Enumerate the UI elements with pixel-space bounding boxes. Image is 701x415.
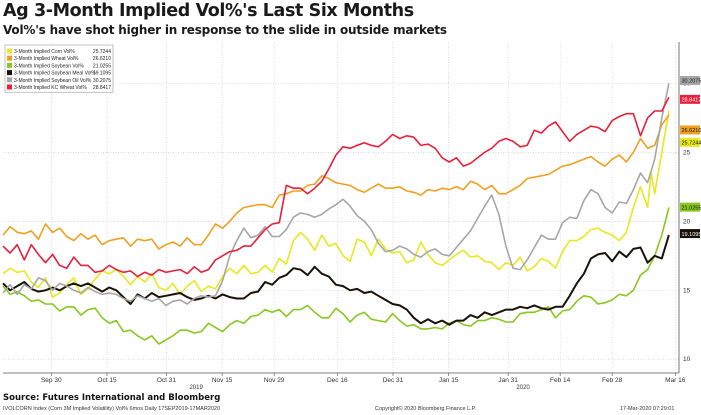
legend-value: 30.2075: [93, 78, 111, 84]
last-value-label: 25.7244: [682, 141, 701, 147]
last-value-label: 19.1095: [682, 232, 701, 238]
y-tick-label: 15: [683, 287, 691, 294]
footer-timestamp: 17-Mar-2020 07:29:01: [620, 406, 675, 412]
x-tick-label: Feb 28: [602, 377, 623, 384]
legend-label: 3-Month Implied Soybean Meal Vol%: [14, 71, 97, 77]
last-value-tag: [680, 229, 700, 239]
x-tick-label: Oct 15: [97, 377, 117, 384]
legend-value: 19.1095: [93, 71, 111, 77]
x-year-label: 2020: [516, 385, 530, 391]
last-value-label: 21.0255: [682, 205, 701, 211]
last-value-tag: [680, 94, 700, 104]
legend-swatch: [7, 77, 12, 83]
legend-label: 3-Month Implied Soybean Oil Vol%: [14, 78, 92, 84]
footer-ticker-info: IVOLCORN Index (Corn 3M Implied Volatili…: [3, 406, 221, 412]
x-tick-label: Dec 31: [383, 377, 404, 384]
legend-swatch: [7, 55, 12, 61]
x-year-label: 2019: [189, 385, 203, 391]
x-tick-label: Dec 16: [327, 377, 348, 384]
footer-copyright: Copyright© 2020 Bloomberg Finance L.P.: [375, 406, 477, 412]
x-tick-label: Jan 31: [498, 377, 518, 384]
y-tick-label: 20: [683, 218, 691, 225]
x-tick-label: Feb 14: [550, 377, 571, 384]
legend-swatch: [7, 62, 12, 68]
series-line: [2, 207, 670, 345]
legend-label: 3-Month Implied Corn Vol%: [14, 49, 75, 55]
x-tick-label: Nov 29: [264, 377, 285, 384]
last-value-label: 28.8417: [682, 98, 701, 104]
series-line: [2, 110, 670, 298]
series-line: [2, 114, 670, 250]
x-tick-label: Oct 31: [157, 377, 177, 384]
x-tick-label: Mar 16: [665, 377, 686, 384]
legend-box: [4, 44, 114, 93]
chart-title: Ag 3-Month Implied Vol%'s Last Six Month…: [3, 1, 414, 21]
legend-value: 21.0255: [93, 63, 111, 69]
x-tick-label: Sep 30: [41, 377, 62, 384]
source-note: Source: Futures International and Bloomb…: [3, 393, 221, 403]
legend-value: 28.8417: [93, 85, 111, 91]
y-tick-label: 10: [683, 356, 691, 363]
last-value-tag: [680, 202, 700, 212]
last-value-tag: [680, 125, 700, 135]
last-value-tag: [680, 76, 700, 86]
legend-label: 3-Month Implied Wheat Vol%: [14, 56, 79, 62]
chart-subtitle: Vol%'s have shot higher in response to t…: [3, 23, 447, 37]
legend-value: 26.6210: [93, 56, 111, 62]
legend-label: 3-Month Implied Soybean Vol%: [14, 63, 84, 69]
last-value-tag: [680, 137, 700, 147]
x-tick-label: Nov 15: [212, 377, 233, 384]
legend-swatch: [7, 48, 12, 54]
legend-value: 25.7244: [93, 49, 111, 55]
series-line: [2, 234, 670, 326]
series-line: [2, 96, 670, 278]
last-value-label: 26.6210: [682, 128, 701, 134]
x-tick-label: Jan 15: [439, 377, 459, 384]
legend-swatch: [7, 84, 12, 90]
legend-swatch: [7, 70, 12, 76]
series-line: [2, 83, 670, 307]
legend-label: 3-Month Implied KC Wheat Vol%: [14, 85, 87, 91]
last-value-label: 30.2075: [682, 79, 701, 85]
y-tick-label: 25: [683, 149, 691, 156]
